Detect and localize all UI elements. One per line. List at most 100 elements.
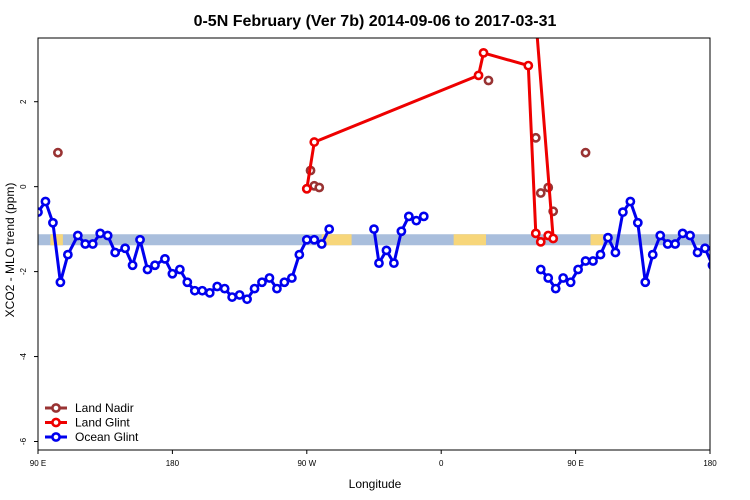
ocean-glint-point: [389, 258, 399, 269]
ocean-glint-point: [219, 283, 230, 294]
ocean-glint-point: [632, 217, 643, 228]
ocean-glint-point: [189, 285, 200, 296]
ocean-glint-point: [212, 281, 223, 292]
land-glint-point: [523, 60, 534, 71]
x-tick-label: 180: [703, 459, 717, 468]
ocean-glint-point: [257, 277, 267, 288]
ocean-glint-point: [48, 217, 58, 228]
ocean-glint-point: [550, 283, 561, 294]
ocean-glint-point: [403, 211, 414, 222]
ocean-glint-point: [692, 247, 703, 258]
y-tick-label: -4: [19, 352, 28, 360]
ocean-glint-point: [62, 249, 73, 260]
ocean-glint-point: [411, 215, 422, 226]
ocean-glint-point: [677, 228, 688, 239]
ocean-glint-point: [264, 273, 275, 283]
ocean-glint-point: [135, 234, 145, 245]
chart-title: 0-5N February (Ver 7b) 2014-09-06 to 201…: [194, 13, 557, 30]
ocean-glint-point: [182, 277, 193, 288]
y-axis-label: XCO2 - MLO trend (ppm): [3, 183, 17, 318]
ocean-glint-point: [227, 292, 238, 302]
y-tick-label: 0: [19, 184, 28, 189]
ocean-glint-point: [242, 294, 252, 305]
land-glint-point: [309, 137, 320, 147]
y-tick-label: 2: [19, 99, 28, 104]
ocean-glint-point: [700, 243, 710, 254]
ocean-glint-point: [95, 228, 106, 239]
ocean-glint-point: [309, 234, 320, 245]
y-tick-label: -2: [19, 268, 28, 276]
ocean-glint-point: [286, 273, 297, 283]
ocean-glint-point: [565, 277, 576, 288]
land-glint-point: [535, 236, 546, 247]
ocean-glint-point: [150, 260, 160, 271]
land-nadir-point: [314, 182, 325, 193]
plot-area: 90 E 180 90 W 0 90 E 180 2 0 -2 -4 -6: [19, 37, 717, 468]
ocean-glint-point: [647, 249, 658, 260]
ocean-glint-point: [55, 277, 66, 288]
ocean-glint-point: [167, 268, 178, 279]
land-nadir-point: [530, 132, 541, 143]
ocean-glint-point: [595, 249, 606, 260]
ocean-glint-point: [197, 285, 208, 296]
ocean-glint-point: [617, 207, 628, 218]
ocean-glint-point: [670, 239, 681, 249]
land-glint-point: [478, 47, 489, 58]
ocean-glint-point: [418, 211, 429, 222]
ocean-glint-point: [640, 277, 651, 288]
ocean-glint-point: [204, 287, 215, 298]
ocean-glint-point: [72, 230, 83, 241]
ocean-glint-point: [535, 264, 546, 275]
legend-marker-ocean-glint: [51, 432, 61, 442]
land-glint-point: [530, 228, 541, 239]
legend-label-ocean-glint: Ocean Glint: [75, 430, 139, 444]
ocean-glint-point: [543, 273, 554, 283]
ocean-glint-point: [573, 264, 583, 275]
ocean-glint-point: [324, 224, 335, 235]
ocean-glint-point: [110, 247, 121, 258]
ocean-glint-point: [588, 256, 598, 266]
legend-label-land-glint: Land Glint: [75, 416, 130, 430]
ocean-glint-point: [625, 196, 636, 207]
legend-marker-land-nadir: [51, 403, 61, 413]
ocean-glint-point: [174, 264, 185, 275]
ocean-glint-point: [40, 196, 51, 207]
ocean-glint-point: [610, 247, 621, 258]
ocean-glint-point: [272, 283, 282, 294]
ocean-glint-point: [580, 256, 591, 266]
ocean-glint-point: [603, 232, 613, 243]
land-nadir-point: [580, 147, 591, 158]
ocean-glint-point: [294, 249, 305, 260]
ocean-glint-point: [249, 283, 260, 294]
x-tick-label: 90 E: [567, 459, 583, 468]
ocean-glint-point: [558, 273, 569, 283]
ocean-glint-point: [102, 230, 113, 241]
ocean-glint-point: [142, 264, 153, 275]
ocean-glint-point: [87, 239, 98, 249]
ocean-glint-point: [234, 290, 245, 300]
ocean-glint-point: [396, 226, 407, 237]
legend-marker-land-glint: [51, 417, 61, 428]
ocean-glint-point: [160, 253, 170, 264]
ocean-glint-point: [279, 277, 290, 288]
ocean-glint-point: [685, 230, 695, 241]
ocean-glint-point: [80, 239, 91, 249]
land-glint-point: [473, 70, 484, 81]
x-axis-label: Longitude: [349, 477, 402, 491]
x-tick-label: 90 E: [30, 459, 46, 468]
ocean-glint-point: [369, 224, 379, 235]
ocean-glint-point: [316, 239, 327, 249]
land-glint-point: [301, 183, 312, 194]
land-nadir-point: [53, 147, 63, 158]
ocean-glint-point: [381, 245, 392, 256]
x-tick-label: 180: [166, 459, 180, 468]
data-layer: [38, 38, 710, 305]
ocean-glint-point: [127, 260, 138, 271]
plot-border: [37, 37, 711, 451]
legend-label-land-nadir: Land Nadir: [75, 401, 134, 415]
ocean-glint-point: [120, 243, 131, 254]
ocean-glint-point: [301, 234, 312, 245]
land-nadir-point: [483, 75, 494, 86]
land-glint-point: [548, 233, 559, 244]
